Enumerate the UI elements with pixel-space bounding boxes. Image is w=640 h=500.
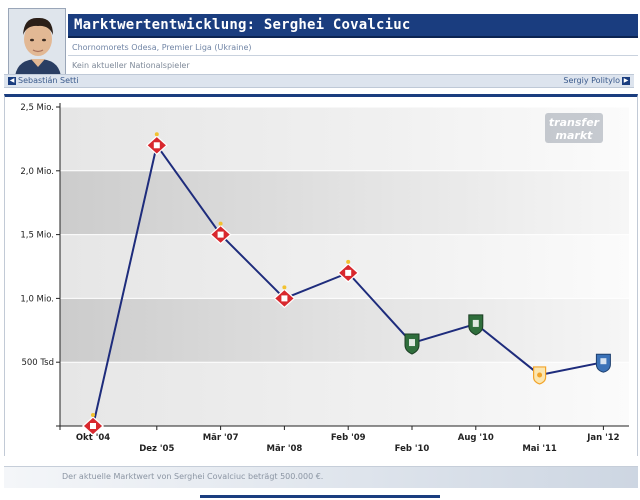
data-point[interactable]: [209, 221, 232, 245]
y-tick-label: 2,5 Mio.: [20, 103, 54, 113]
data-point[interactable]: [145, 132, 168, 156]
x-tick-label: Jan '12: [586, 433, 619, 443]
x-tick-label: Aug '10: [458, 433, 494, 443]
page-title: Marktwertentwicklung: Serghei Covalciuc: [74, 17, 411, 33]
player-portrait-icon: [9, 9, 65, 75]
x-tick-label: Feb '10: [395, 444, 430, 454]
current-value-footer: Der aktuelle Marktwert von Serghei Coval…: [4, 466, 638, 488]
next-player-name: Sergiy Politylo: [563, 76, 620, 85]
y-tick-label: 500 Tsd: [21, 358, 54, 368]
next-player-link[interactable]: Sergiy Politylo ▶: [563, 75, 632, 87]
x-tick-label: Okt '04: [76, 433, 110, 443]
data-point[interactable]: [82, 413, 104, 436]
x-tick-label: Mär '08: [267, 444, 303, 454]
data-point[interactable]: [337, 259, 360, 283]
data-point[interactable]: [532, 366, 547, 385]
bottom-divider: [200, 495, 440, 498]
data-point[interactable]: [273, 285, 296, 309]
national-team-info: Kein aktueller Nationalspieler: [72, 61, 190, 70]
y-tick-label: 2,0 Mio.: [20, 167, 54, 177]
watermark-line1: transfer: [549, 116, 600, 129]
player-photo: [8, 8, 66, 76]
chevron-left-icon: ◀: [8, 76, 16, 85]
player-header: Marktwertentwicklung: Serghei Covalciuc …: [4, 4, 638, 88]
y-tick-label: 1,5 Mio.: [20, 231, 54, 241]
data-point[interactable]: [404, 333, 420, 355]
watermark-line2: markt: [556, 129, 594, 142]
club-info[interactable]: Chornomorets Odesa, Premier Liga (Ukrain…: [68, 40, 638, 56]
market-value-chart: 500 Tsd 1,0 Mio. 1,5 Mio. 2,0 Mio. 2,5 Mio. …: [4, 94, 638, 456]
x-tick-label: Mai '11: [522, 444, 557, 454]
plot-band: [60, 298, 629, 363]
x-tick-label: Feb '09: [331, 433, 366, 443]
data-point[interactable]: [595, 353, 611, 373]
y-tick-label: 1,0 Mio.: [20, 294, 54, 304]
x-tick-label: Dez '05: [139, 444, 174, 454]
title-bar: Marktwertentwicklung: Serghei Covalciuc: [68, 14, 638, 38]
chevron-right-icon: ▶: [622, 76, 630, 85]
plot-band: [60, 170, 629, 235]
plot-band: [60, 107, 629, 171]
data-point[interactable]: [468, 314, 484, 336]
previous-player-link[interactable]: ◀ Sebastián Setti: [6, 75, 79, 87]
player-navigation: ◀ Sebastián Setti Sergiy Politylo ▶: [4, 74, 634, 88]
current-value-text: Der aktuelle Marktwert von Serghei Coval…: [62, 472, 324, 481]
transfermarkt-watermark: transfer markt: [545, 113, 603, 143]
x-tick-label: Mär '07: [203, 433, 239, 443]
previous-player-name: Sebastián Setti: [18, 76, 79, 85]
